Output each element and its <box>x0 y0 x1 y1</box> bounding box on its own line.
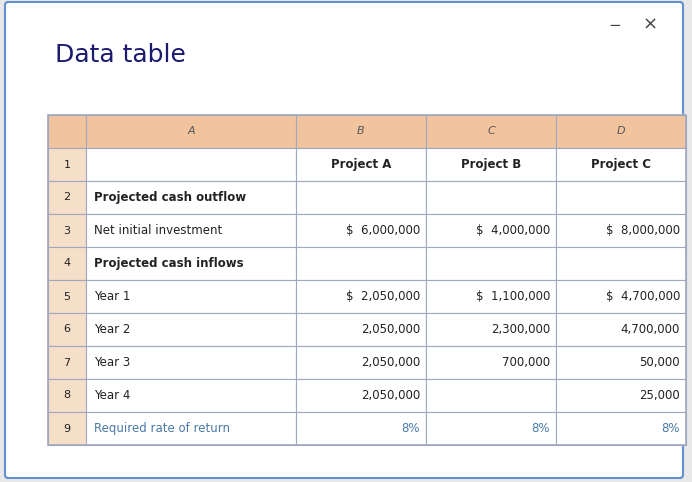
Bar <box>48 346 86 379</box>
Text: Project C: Project C <box>591 158 651 171</box>
Text: 8%: 8% <box>662 422 680 435</box>
Bar <box>48 115 686 445</box>
Bar <box>296 412 426 445</box>
Text: Projected cash outflow: Projected cash outflow <box>94 191 246 204</box>
Text: Project B: Project B <box>461 158 521 171</box>
Bar <box>86 280 296 313</box>
Text: 8%: 8% <box>401 422 420 435</box>
Bar <box>426 214 556 247</box>
Bar <box>556 247 686 280</box>
Bar <box>86 346 296 379</box>
Text: 7: 7 <box>64 358 71 367</box>
Bar <box>296 148 426 181</box>
Text: $  4,000,000: $ 4,000,000 <box>476 224 550 237</box>
Text: Data table: Data table <box>55 43 186 67</box>
Text: $  6,000,000: $ 6,000,000 <box>346 224 420 237</box>
Bar <box>556 115 686 148</box>
Bar <box>296 379 426 412</box>
Text: 2,300,000: 2,300,000 <box>491 323 550 336</box>
Text: 700,000: 700,000 <box>502 356 550 369</box>
Text: 2,050,000: 2,050,000 <box>361 389 420 402</box>
Bar <box>426 346 556 379</box>
Text: 8: 8 <box>64 390 71 401</box>
Bar <box>48 214 86 247</box>
Bar <box>556 280 686 313</box>
Text: Year 3: Year 3 <box>94 356 130 369</box>
Text: $  8,000,000: $ 8,000,000 <box>606 224 680 237</box>
Bar <box>296 313 426 346</box>
Bar <box>296 346 426 379</box>
Bar <box>426 412 556 445</box>
Bar <box>86 115 296 148</box>
Text: 50,000: 50,000 <box>639 356 680 369</box>
Bar <box>48 115 86 148</box>
Text: Year 4: Year 4 <box>94 389 130 402</box>
Text: 8%: 8% <box>531 422 550 435</box>
Bar <box>86 181 296 214</box>
Text: 2,050,000: 2,050,000 <box>361 323 420 336</box>
Bar <box>556 412 686 445</box>
Bar <box>556 214 686 247</box>
Text: $  4,700,000: $ 4,700,000 <box>606 290 680 303</box>
Text: 9: 9 <box>64 424 71 433</box>
Bar <box>556 181 686 214</box>
FancyBboxPatch shape <box>5 2 683 478</box>
Text: $  2,050,000: $ 2,050,000 <box>346 290 420 303</box>
Bar <box>556 148 686 181</box>
Bar <box>86 214 296 247</box>
Text: Projected cash inflows: Projected cash inflows <box>94 257 244 270</box>
Text: 25,000: 25,000 <box>639 389 680 402</box>
Bar <box>48 181 86 214</box>
Bar <box>556 313 686 346</box>
Text: A: A <box>188 126 195 136</box>
Text: −: − <box>609 17 621 32</box>
Text: 6: 6 <box>64 324 71 335</box>
Text: Required rate of return: Required rate of return <box>94 422 230 435</box>
Text: 4: 4 <box>64 258 71 268</box>
Bar <box>426 379 556 412</box>
Text: ×: × <box>642 16 657 34</box>
Bar <box>86 148 296 181</box>
Text: Year 2: Year 2 <box>94 323 130 336</box>
Bar <box>48 247 86 280</box>
Bar <box>86 313 296 346</box>
Bar <box>48 280 86 313</box>
Bar <box>426 148 556 181</box>
Text: C: C <box>487 126 495 136</box>
Bar <box>556 346 686 379</box>
Bar <box>426 313 556 346</box>
Bar <box>426 115 556 148</box>
Bar <box>426 280 556 313</box>
Text: 2: 2 <box>64 192 71 202</box>
Bar <box>296 280 426 313</box>
Text: 2,050,000: 2,050,000 <box>361 356 420 369</box>
Text: 3: 3 <box>64 226 71 236</box>
Bar <box>48 148 86 181</box>
Text: Net initial investment: Net initial investment <box>94 224 222 237</box>
Bar <box>86 379 296 412</box>
Bar <box>86 412 296 445</box>
Text: 5: 5 <box>64 292 71 302</box>
Bar <box>426 247 556 280</box>
Bar <box>426 181 556 214</box>
Bar <box>86 247 296 280</box>
Text: D: D <box>617 126 626 136</box>
Bar <box>48 412 86 445</box>
Bar <box>296 181 426 214</box>
Text: $  1,100,000: $ 1,100,000 <box>475 290 550 303</box>
Text: Year 1: Year 1 <box>94 290 130 303</box>
Bar <box>48 379 86 412</box>
Bar <box>296 115 426 148</box>
Bar <box>48 313 86 346</box>
Text: B: B <box>357 126 365 136</box>
Bar <box>296 247 426 280</box>
Bar <box>296 214 426 247</box>
Text: Project A: Project A <box>331 158 391 171</box>
Text: 1: 1 <box>64 160 71 170</box>
Text: 4,700,000: 4,700,000 <box>621 323 680 336</box>
Bar <box>556 379 686 412</box>
